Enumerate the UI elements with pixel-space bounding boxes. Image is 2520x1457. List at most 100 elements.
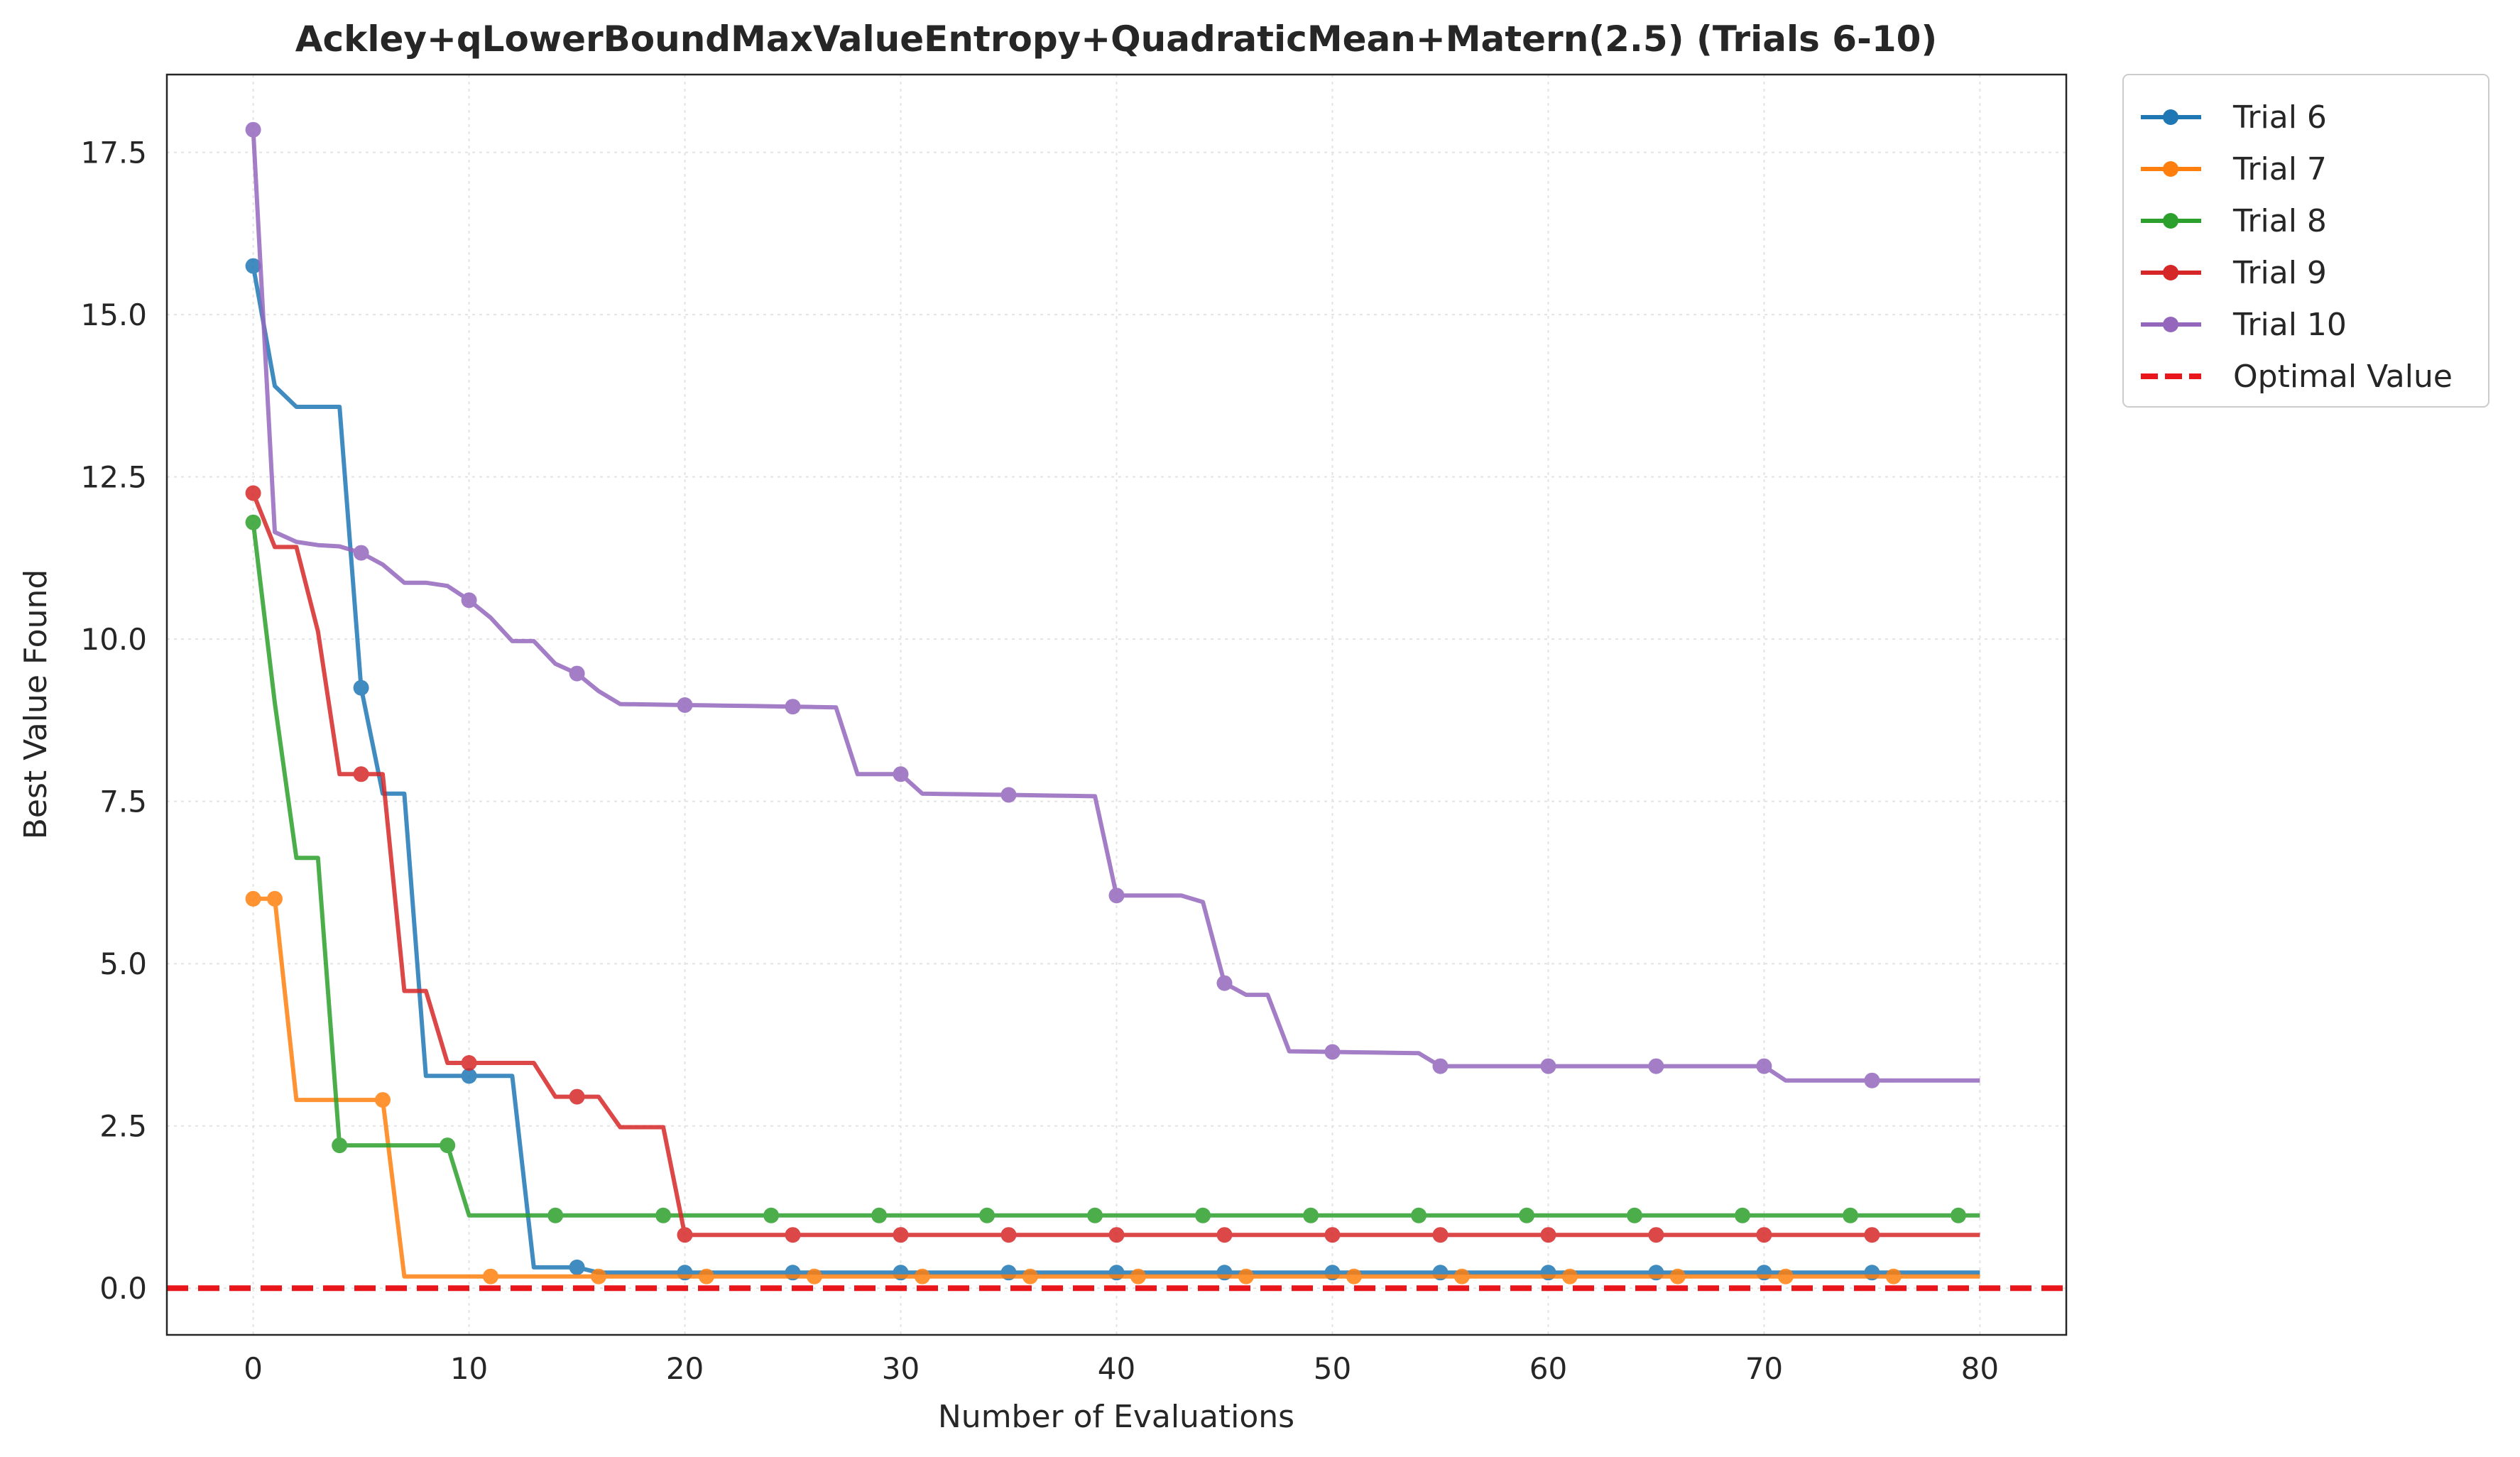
series-point xyxy=(785,699,801,715)
legend-item: Trial 8 xyxy=(2141,203,2327,239)
legend-item: Trial 10 xyxy=(2141,307,2347,343)
series-point xyxy=(1843,1207,1858,1223)
series-point xyxy=(1022,1268,1038,1284)
x-tick-label: 40 xyxy=(1098,1351,1135,1386)
series-trial-8 xyxy=(245,514,1980,1223)
series-point xyxy=(1756,1058,1772,1074)
x-tick-label: 60 xyxy=(1529,1351,1567,1386)
series-point xyxy=(1864,1072,1880,1088)
x-axis-ticks: 0 10 20 30 40 50 60 70 80 xyxy=(244,1351,1999,1386)
series-point xyxy=(245,258,261,274)
y-tick-label: 17.5 xyxy=(80,136,147,170)
series-point xyxy=(1627,1207,1642,1223)
legend-marker xyxy=(2163,213,2178,229)
series-trial-7 xyxy=(245,890,1980,1284)
legend-label: Trial 7 xyxy=(2232,151,2327,187)
y-tick-label: 7.5 xyxy=(99,785,147,819)
legend-item: Trial 6 xyxy=(2141,99,2327,136)
legend-item-optimal: Optimal Value xyxy=(2141,359,2453,395)
x-tick-label: 30 xyxy=(882,1351,920,1386)
series-point xyxy=(1000,787,1017,803)
x-tick-label: 80 xyxy=(1961,1351,1999,1386)
legend-item: Trial 7 xyxy=(2141,151,2327,187)
y-tick-label: 10.0 xyxy=(80,622,147,657)
y-tick-label: 12.5 xyxy=(80,460,147,495)
series-point xyxy=(1756,1227,1772,1243)
series-point xyxy=(461,592,477,609)
series-point xyxy=(1561,1268,1578,1284)
legend-box xyxy=(2122,74,2489,408)
series-point xyxy=(569,1259,585,1275)
series-point xyxy=(893,1227,909,1243)
series-point xyxy=(1346,1268,1362,1284)
series-point xyxy=(1195,1207,1211,1223)
series-point xyxy=(914,1268,930,1284)
series-point xyxy=(1303,1207,1319,1223)
series-point xyxy=(245,121,261,138)
series-point xyxy=(1087,1207,1103,1223)
series-point xyxy=(332,1137,348,1154)
series-point xyxy=(806,1268,822,1284)
series-point xyxy=(1540,1058,1556,1074)
series-point xyxy=(1432,1227,1449,1243)
series-point xyxy=(440,1137,456,1154)
series-line xyxy=(251,522,1980,1218)
series-point xyxy=(569,665,585,682)
series-point xyxy=(483,1268,498,1284)
y-tick-label: 2.5 xyxy=(99,1109,147,1144)
legend-label: Optimal Value xyxy=(2233,359,2453,395)
series-trial-9 xyxy=(245,485,1980,1243)
legend-label: Trial 8 xyxy=(2232,203,2327,239)
y-tick-label: 5.0 xyxy=(99,946,147,981)
series-point xyxy=(1519,1207,1535,1223)
series-point xyxy=(267,890,283,907)
series-point xyxy=(677,697,693,713)
series-point xyxy=(1669,1268,1686,1284)
series-point xyxy=(1238,1268,1254,1284)
series-point xyxy=(591,1268,606,1284)
series-point xyxy=(979,1207,996,1223)
series-point xyxy=(353,545,369,561)
series-point xyxy=(1130,1268,1146,1284)
x-tick-label: 50 xyxy=(1314,1351,1351,1386)
x-tick-label: 0 xyxy=(244,1351,263,1386)
series-line xyxy=(251,129,1980,1083)
series-line xyxy=(253,896,1980,1279)
series-trial-10 xyxy=(245,121,1980,1088)
series-point xyxy=(1864,1227,1880,1243)
series-point xyxy=(461,1055,477,1071)
series-point xyxy=(893,766,909,782)
series-point xyxy=(1735,1207,1750,1223)
series-point xyxy=(245,514,261,530)
series-group xyxy=(245,121,1980,1284)
x-tick-label: 10 xyxy=(450,1351,488,1386)
series-point xyxy=(677,1227,693,1243)
x-axis-label: Number of Evaluations xyxy=(938,1399,1294,1435)
series-point xyxy=(569,1088,585,1105)
series-point xyxy=(1324,1044,1341,1060)
series-point xyxy=(1108,888,1125,904)
series-point xyxy=(1540,1227,1556,1243)
series-point xyxy=(1108,1227,1125,1243)
series-point xyxy=(785,1227,801,1243)
legend: Trial 6 Trial 7 Trial 8 Trial 9 Trial 10 Opti… xyxy=(2122,74,2489,408)
y-axis-label: Best Value Found xyxy=(18,569,54,840)
series-point xyxy=(698,1268,714,1284)
series-point xyxy=(1648,1227,1664,1243)
legend-marker xyxy=(2163,265,2178,280)
series-point xyxy=(1216,1227,1233,1243)
series-point xyxy=(763,1207,780,1223)
series-point xyxy=(1216,975,1233,991)
legend-label: Trial 9 xyxy=(2232,255,2327,291)
legend-marker xyxy=(2163,161,2178,177)
series-point xyxy=(1648,1058,1664,1074)
chart-title: Ackley+qLowerBoundMaxValueEntropy+Quadra… xyxy=(295,18,1938,60)
y-axis-ticks: 0.0 2.5 5.0 7.5 10.0 12.5 15.0 17.5 xyxy=(80,136,147,1306)
legend-label: Trial 10 xyxy=(2232,307,2347,343)
series-point xyxy=(1885,1268,1902,1284)
series-point xyxy=(1432,1058,1449,1074)
series-point xyxy=(547,1207,564,1223)
series-point xyxy=(655,1207,672,1223)
series-point xyxy=(1324,1227,1341,1243)
